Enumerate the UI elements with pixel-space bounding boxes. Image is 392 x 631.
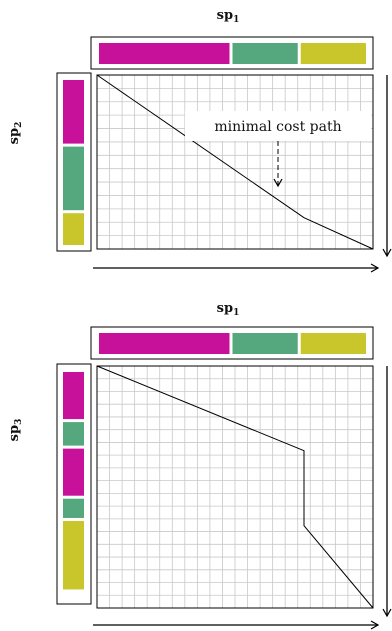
sequence-segment-green	[232, 43, 298, 64]
minimal-cost-path-annotation: minimal cost path	[214, 119, 341, 135]
annotation-background	[185, 111, 371, 141]
x-sequence-bar	[99, 43, 366, 64]
sequence-segment-yellow	[63, 213, 84, 245]
y-sequence-bar	[63, 80, 84, 245]
sequence-segment-magenta	[63, 80, 84, 144]
sequence-segment-magenta	[99, 43, 230, 64]
sequence-segment-yellow	[300, 43, 366, 64]
sequence-segment-green	[63, 498, 84, 518]
cost-matrix-border	[96, 365, 374, 609]
x-sequence-bar	[99, 333, 366, 354]
cost-matrix-grid	[97, 75, 373, 249]
minimal-cost-path-line	[96, 365, 374, 609]
sequence-segment-magenta	[63, 448, 84, 496]
y-sequence-bar	[63, 372, 84, 590]
panel-bottom: sp1 sp3	[7, 301, 392, 630]
panel-top: sp1 sp2 minimal cost path	[7, 8, 392, 273]
sequence-segment-green	[63, 422, 84, 446]
sequence-segment-green	[63, 146, 84, 211]
sequence-segment-magenta	[63, 372, 84, 420]
sequence-segment-yellow	[63, 520, 84, 590]
x-axis-label: sp1	[217, 8, 240, 25]
sequence-segment-yellow	[300, 333, 366, 354]
sequence-segment-magenta	[99, 333, 230, 354]
cost-matrix-border	[96, 74, 374, 250]
x-axis-label: sp1	[217, 301, 240, 318]
y-axis-label: sp3	[7, 419, 24, 442]
minimal-cost-path-line	[96, 74, 374, 250]
sequence-segment-green	[232, 333, 298, 354]
y-axis-label: sp2	[7, 122, 24, 145]
cost-matrix-grid	[97, 366, 373, 608]
